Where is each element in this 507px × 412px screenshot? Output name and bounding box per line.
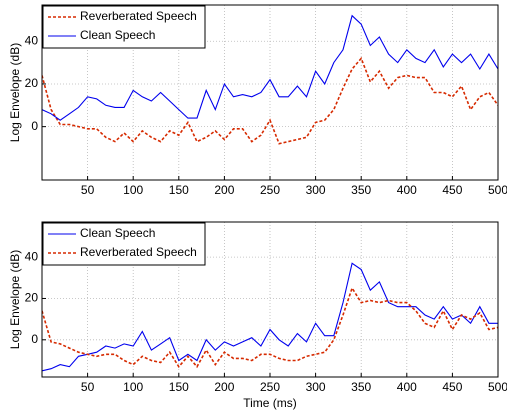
- x-axis-label: Time (ms): [243, 396, 297, 410]
- x-tick-label: 250: [260, 380, 280, 394]
- x-tick-label: 450: [442, 183, 462, 197]
- x-tick-label: 150: [169, 380, 189, 394]
- series-line: [42, 56, 498, 145]
- x-tick-label: 400: [397, 183, 417, 197]
- x-tick-label: 500: [488, 380, 507, 394]
- x-tick-label: 50: [81, 183, 95, 197]
- y-axis-label: Log Envelope (dB): [8, 43, 22, 142]
- x-tick-label: 50: [81, 380, 95, 394]
- legend-label: Reverberated Speech: [80, 245, 197, 259]
- axes-frame: [41, 221, 499, 378]
- legend-label: Clean Speech: [80, 226, 155, 240]
- series-line: [42, 14, 498, 121]
- series-line: [42, 262, 498, 372]
- x-tick-label: 200: [214, 183, 234, 197]
- legend-box: [42, 222, 206, 266]
- x-tick-label: 350: [351, 380, 371, 394]
- x-tick-label: 300: [306, 380, 326, 394]
- x-tick-label: 250: [260, 183, 280, 197]
- y-tick-label: 20: [25, 76, 39, 90]
- x-tick-label: 100: [123, 380, 143, 394]
- x-tick-label: 150: [169, 183, 189, 197]
- series-line: [42, 286, 498, 369]
- y-tick-label: 20: [25, 291, 39, 305]
- legend-box: [42, 5, 206, 49]
- x-tick-label: 300: [306, 183, 326, 197]
- axes-frame: [41, 4, 499, 181]
- x-tick-label: 200: [214, 380, 234, 394]
- x-tick-label: 400: [397, 380, 417, 394]
- legend-label: Reverberated Speech: [80, 9, 197, 23]
- y-tick-label: 40: [25, 249, 39, 263]
- y-tick-label: 40: [25, 33, 39, 47]
- x-tick-label: 100: [123, 183, 143, 197]
- y-tick-label: 0: [31, 332, 38, 346]
- legend-label: Clean Speech: [80, 28, 155, 42]
- y-tick-label: 0: [31, 119, 38, 133]
- y-axis-label: Log Envelope (dB): [8, 250, 22, 349]
- x-tick-label: 450: [442, 380, 462, 394]
- x-tick-label: 350: [351, 183, 371, 197]
- x-tick-label: 500: [488, 183, 507, 197]
